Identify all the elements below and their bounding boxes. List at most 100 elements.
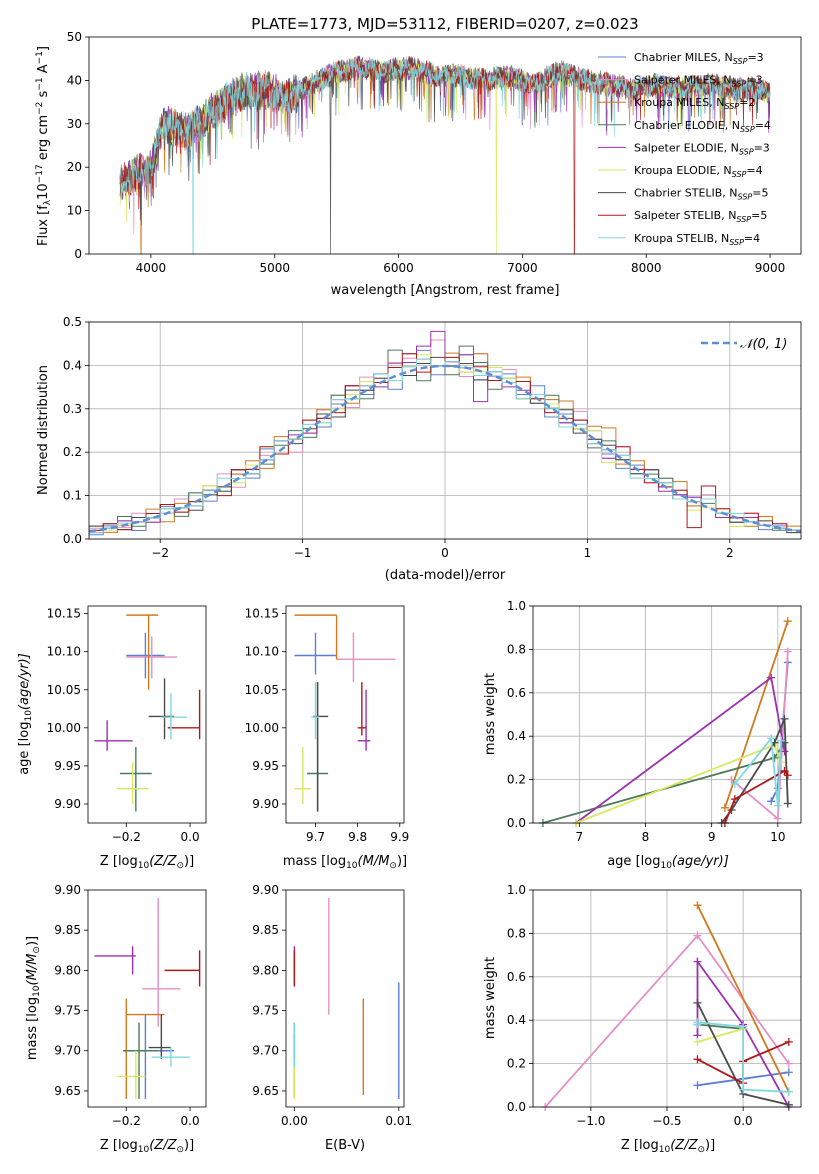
spectrum-xtick-label: 9000	[755, 261, 786, 275]
histogram-ytick-label: 0.0	[63, 532, 82, 546]
ebv-xlabel: E(B-V)	[325, 1138, 365, 1153]
spectrum-ytick-label: 10	[67, 204, 82, 218]
ebv-mass-xtick-label: 0.00	[281, 1114, 308, 1128]
normal-legend-label: 𝒩(0, 1)	[740, 337, 787, 352]
histogram-ylabel: Normed distribution	[36, 365, 51, 495]
spectrum-panel: PLATE=1773, MJD=53112, FIBERID=0207, z=0…	[35, 15, 802, 298]
spectrum-line	[119, 56, 771, 255]
spectrum-ytick-label: 0	[74, 247, 82, 261]
histogram-xtick-label: 1	[584, 546, 592, 560]
age-massweight-marker	[780, 766, 789, 775]
z-massweight-ytick-label: 0.6	[507, 970, 526, 984]
age-massweight-marker	[783, 617, 792, 626]
spectrum-axes	[88, 36, 802, 255]
z-age-ytick-label: 9.95	[54, 759, 81, 773]
spectrum-xtick-label: 8000	[631, 261, 662, 275]
age-massweight-xtick-label: 9	[708, 830, 716, 844]
z-age-axes	[87, 605, 207, 824]
legend-label: Kroupa MILES, NSSP=2	[634, 96, 755, 111]
z-massweight-series-line	[696, 958, 790, 1108]
age-massweight-series-line	[724, 620, 789, 809]
z-massweight-marker	[693, 1055, 702, 1064]
z-massweight-marker	[693, 901, 702, 910]
z-massweight-marker	[739, 1022, 748, 1031]
age-massweight-marker	[730, 795, 739, 804]
age-massweight-ylabel: mass weight	[483, 673, 498, 755]
age-massweight-ytick-label: 0.6	[507, 686, 526, 700]
legend-label: Salpeter MILES, NSSP=3	[634, 74, 763, 89]
age-massweight-marker	[767, 797, 776, 806]
mass-age-panel: 9.7 9.8 9.9 9.90 9.95 10.00 10.05 10.10 10.15	[245, 605, 409, 844]
z-mass-ytick-label: 9.70	[54, 1044, 81, 1058]
legend-label: Salpeter ELODIE, NSSP=3	[634, 141, 770, 156]
ebv-mass-ytick-label: 9.90	[252, 883, 279, 897]
mass-age-xtick-label: 9.8	[348, 830, 367, 844]
spectrum-ytick-label: 30	[67, 117, 82, 131]
z-age-ytick-label: 10.05	[47, 683, 81, 697]
ebv-mass-ytick-label: 9.75	[252, 1004, 279, 1018]
z-massweight-marker	[693, 998, 702, 1007]
spectrum-xlabel: wavelength [Angstrom, rest frame]	[331, 283, 560, 298]
age-massweight-marker	[770, 753, 779, 762]
age-massweight-marker	[780, 747, 789, 756]
mass-age-axes	[285, 605, 405, 824]
z-age-xtick-label: 0.0	[181, 830, 200, 844]
ebv-mass-ytick-label: 9.85	[252, 923, 279, 937]
age-massweight-ytick-label: 0.0	[507, 816, 526, 830]
z-massweight-series-line	[697, 1023, 744, 1030]
histogram-xtick-label: 2	[726, 546, 734, 560]
age-massweight-ytick-label: 1.0	[507, 599, 526, 613]
spectrum-xtick-label: 6000	[383, 261, 414, 275]
histogram-xtick-label: −1	[294, 546, 312, 560]
age-massweight-marker	[767, 734, 776, 743]
histogram-ytick-label: 0.3	[63, 402, 82, 416]
age-massweight-ytick-label: 0.2	[507, 773, 526, 787]
histogram-ytick-label: 0.5	[63, 315, 82, 329]
age-massweight-marker	[773, 814, 782, 823]
age-massweight-xtick-label: 8	[642, 830, 650, 844]
histogram-ticks: −2 −1 0 1 2 0.0 0.1 0.2 0.3 0.4 0.5	[63, 315, 734, 560]
z-massweight-series-line	[696, 904, 790, 1093]
mass-age-xtick-label: 9.9	[390, 830, 409, 844]
ebv-mass-panel: 0.00 0.01 9.65 9.70 9.75 9.80 9.85 9.90	[252, 883, 412, 1128]
z-age-ytick-label: 10.15	[47, 607, 81, 621]
age-massweight-series-line	[724, 769, 789, 824]
z-mass-ytick-label: 9.90	[54, 883, 81, 897]
z-massweight-ytick-label: 0.2	[507, 1057, 526, 1071]
z-massweight-marker	[784, 1059, 793, 1068]
z-mass-ylabel: mass [log10(M/M⊙)]	[25, 936, 42, 1060]
z-massweight-marker	[693, 1037, 702, 1046]
residual-histogram-panel: −2 −1 0 1 2 0.0 0.1 0.2 0.3 0.4 0.5 𝒩(0, 1) (data-…	[36, 315, 802, 583]
z-massweight-ytick-label: 0.0	[507, 1100, 526, 1114]
z-massweight-xtick-label: −1.0	[576, 1114, 605, 1128]
z-age-xlabel: Z [log10(Z/Z⊙)]	[100, 854, 194, 871]
z-age-panel: −0.2 0.0 9.90 9.95 10.00 10.05 10.10 10.15	[47, 605, 207, 844]
age-massweight-ytick-label: 0.8	[507, 642, 526, 656]
mass-age-ytick-label: 10.10	[245, 645, 279, 659]
z-massweight-marker	[784, 1100, 793, 1109]
age-massweight-xtick-label: 7	[576, 830, 584, 844]
age-massweight-marker	[780, 714, 789, 723]
mass-age-xtick-label: 9.7	[306, 830, 325, 844]
z-massweight-ylabel: mass weight	[483, 957, 498, 1039]
z-mass-xtick-label: 0.0	[181, 1114, 200, 1128]
age-massweight-axes	[532, 605, 802, 824]
spectrum-ytick-label: 20	[67, 160, 82, 174]
mass-age-ytick-label: 10.05	[245, 683, 279, 697]
age-massweight-marker	[783, 771, 792, 780]
mass-age-xlabel: mass [log10(M/M⊙)]	[283, 854, 407, 871]
age-massweight-series-line	[730, 651, 789, 821]
mass-age-ytick-label: 10.15	[245, 607, 279, 621]
age-massweight-marker	[783, 647, 792, 656]
z-massweight-marker	[693, 931, 702, 940]
ebv-mass-ytick-label: 9.65	[252, 1084, 279, 1098]
spectrum-ytick-label: 40	[67, 73, 82, 87]
z-massweight-marker	[693, 1081, 702, 1090]
z-mass-xtick-label: −0.2	[112, 1114, 141, 1128]
legend-label: Kroupa ELODIE, NSSP=4	[634, 164, 763, 179]
age-massweight-marker	[783, 799, 792, 808]
histogram-ytick-label: 0.4	[63, 358, 82, 372]
spectrum-ylabel: Flux [fλ10−17 erg cm−2 s−1 A−1]	[35, 46, 53, 246]
z-mass-xlabel: Z [log10(Z/Z⊙)]	[100, 1138, 194, 1155]
